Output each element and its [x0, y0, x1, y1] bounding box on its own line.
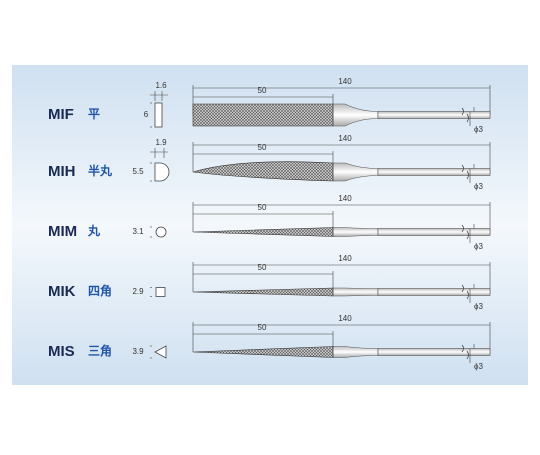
- file-code: MIF: [48, 106, 74, 123]
- file-name: 丸: [87, 223, 101, 238]
- file-code: MIM: [48, 223, 77, 240]
- section-height: 2.9: [132, 287, 144, 296]
- break-mark: [461, 344, 469, 360]
- section-height: 6: [144, 110, 149, 119]
- total-length: 140: [338, 314, 352, 323]
- file-code: MIS: [48, 343, 75, 360]
- file-code: MIK: [48, 283, 76, 300]
- teeth-length: 50: [258, 263, 267, 272]
- total-length: 140: [338, 194, 352, 203]
- section-height: 3.9: [132, 347, 144, 356]
- file-name: 四角: [88, 283, 112, 298]
- break-mark: [461, 224, 469, 240]
- total-length: 140: [338, 134, 352, 143]
- section-width: 1.6: [155, 81, 167, 90]
- shank-diameter: ϕ3: [474, 362, 483, 371]
- section: [155, 226, 167, 238]
- shank: [377, 168, 491, 176]
- section: [154, 162, 170, 182]
- section-height: 5.5: [132, 167, 144, 176]
- file-teeth: [192, 103, 334, 127]
- file-teeth: [192, 161, 334, 182]
- teeth-length: 50: [258, 143, 267, 152]
- file-teeth: [192, 227, 334, 237]
- shank-diameter: ϕ3: [474, 242, 483, 251]
- section-height: 3.1: [132, 227, 144, 236]
- file-name: 平: [88, 107, 100, 121]
- break-mark: [461, 284, 469, 300]
- total-length: 140: [338, 254, 352, 263]
- neck: [332, 287, 379, 297]
- teeth-length: 50: [258, 203, 267, 212]
- break-mark: [461, 164, 469, 180]
- shank: [377, 228, 491, 236]
- shank: [377, 348, 491, 356]
- shank: [377, 288, 491, 296]
- neck: [332, 346, 379, 358]
- file-teeth: [192, 346, 334, 358]
- break-mark: [461, 107, 469, 123]
- total-length: 140: [338, 77, 352, 86]
- section-width: 1.9: [155, 138, 167, 147]
- section: [154, 345, 167, 359]
- teeth-length: 50: [258, 86, 267, 95]
- file-name: 半丸: [88, 163, 113, 178]
- shank: [377, 111, 491, 119]
- file-teeth: [192, 287, 334, 297]
- section: [155, 287, 166, 297]
- shank-diameter: ϕ3: [474, 182, 483, 191]
- file-name: 三角: [88, 343, 112, 358]
- shank-diameter: ϕ3: [474, 125, 483, 134]
- teeth-length: 50: [258, 323, 267, 332]
- neck: [332, 227, 379, 237]
- section: [154, 102, 163, 128]
- shank-diameter: ϕ3: [474, 302, 483, 311]
- file-code: MIH: [48, 163, 76, 180]
